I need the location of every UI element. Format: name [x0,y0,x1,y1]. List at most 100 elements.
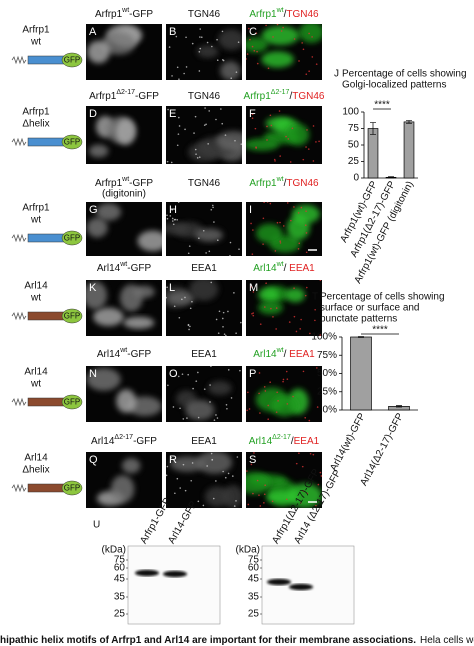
puncta [285,370,288,373]
puncta [269,381,271,384]
header-segment: Arl14 [253,263,277,274]
blot-band [267,578,291,586]
puncta [227,472,230,475]
panel-header: Arl14Δ2-17-GFP [91,434,157,446]
puncta [227,310,229,313]
error-bar [388,176,394,179]
puncta [235,500,237,502]
puncta [264,390,267,392]
puncta [274,160,276,162]
puncta [282,26,284,29]
puncta [298,452,300,454]
panel-header-line2: (digitonin) [102,189,146,200]
puncta [304,416,307,419]
puncta [183,72,185,75]
construct-name: Arl14 [24,281,48,292]
cells [86,203,162,252]
marker-label: 60 [114,563,126,574]
puncta [234,139,236,142]
cell [220,61,241,80]
puncta [229,241,232,244]
puncta [184,128,186,131]
puncta [229,254,231,256]
header-segment: TGN46 [188,9,221,20]
blot-membrane [127,545,221,625]
puncta [167,384,169,387]
puncta [306,129,308,131]
puncta [246,470,248,472]
puncta [291,127,294,130]
cell [93,307,124,327]
puncta [300,318,302,321]
puncta [255,32,258,35]
y-tick-label: 50 [348,140,360,151]
puncta [259,505,262,507]
puncta [302,490,305,492]
puncta [211,204,214,207]
cell [195,228,224,242]
puncta [215,414,217,416]
cell [110,475,135,503]
puncta [247,391,249,394]
marker-label: 35 [248,592,260,603]
gfp-label: GFP [64,484,80,493]
cells [86,281,155,329]
header-segment: wt [119,261,127,268]
puncta [282,380,284,383]
cell [246,138,280,151]
puncta [319,471,322,474]
header-segment: / [284,9,287,20]
error-bar [406,120,412,124]
puncta [292,395,294,398]
puncta [236,456,239,458]
puncta [225,334,227,336]
puncta [246,58,247,60]
cell [258,287,280,302]
chart-title: surface or surface and [320,303,420,314]
puncta [188,245,191,247]
puncta [194,115,197,118]
cells [246,110,320,163]
puncta [248,27,250,30]
panel-letter: E [169,108,176,120]
puncta [252,291,255,293]
puncta [318,140,320,143]
cell [271,395,298,417]
puncta [177,375,180,378]
header-segment: / [284,349,290,360]
panel-letter: I [249,204,252,216]
gfp-label: GFP [64,398,80,407]
micrograph [86,280,162,336]
puncta [210,208,213,211]
header-segment: EEA1 [191,436,217,447]
y-tick-label: 100% [311,332,337,343]
puncta [276,221,279,224]
puncta [182,418,185,420]
puncta [171,220,174,222]
puncta [287,138,290,140]
puncta [259,412,261,414]
puncta [267,418,269,421]
puncta [181,298,183,301]
micrograph [166,280,242,336]
puncta [210,366,212,367]
cells [246,367,319,422]
header-segment: / [291,436,294,447]
header-segment: Arfrp1 [249,178,277,189]
marker-label: 35 [114,592,126,603]
puncta [300,206,303,209]
puncta [166,465,169,468]
puncta [184,489,187,492]
cells [166,452,242,508]
cell [127,396,162,417]
puncta [304,224,307,226]
puncta [173,218,176,221]
cells [168,28,242,80]
panel-header: Arl14wt-GFP [97,261,152,273]
header-segment: Δ2-17 [116,89,135,96]
puncta [285,498,288,501]
header-segment: TGN46 [286,9,319,20]
puncta [230,397,233,399]
puncta [250,463,253,466]
puncta [300,502,302,504]
